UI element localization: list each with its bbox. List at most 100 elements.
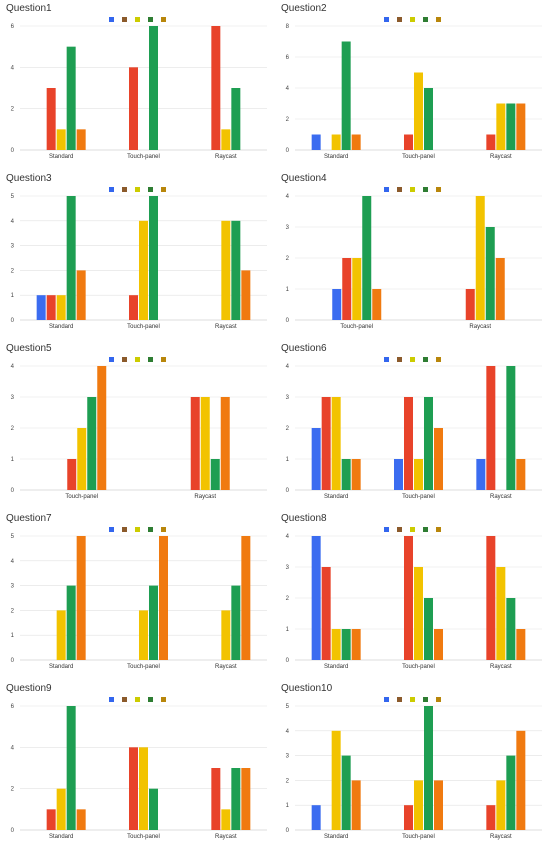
y-tick-label: 6 bbox=[11, 704, 15, 710]
bar-touch-panel-series-2 bbox=[129, 747, 138, 830]
bar-touch-panel-series-3 bbox=[414, 780, 423, 830]
x-category-label: Raycast bbox=[215, 154, 237, 160]
bar-standard-series-1 bbox=[311, 134, 321, 150]
legend-swatch-5 bbox=[436, 527, 441, 532]
legend-swatch-3 bbox=[410, 357, 415, 362]
x-category-label: Raycast bbox=[215, 324, 237, 330]
y-tick-label: 1 bbox=[286, 803, 290, 809]
y-tick-label: 3 bbox=[286, 754, 290, 760]
bar-touch-panel-series-4 bbox=[424, 88, 433, 150]
bar-raycast-series-2 bbox=[486, 366, 496, 490]
bar-touch-panel-series-3 bbox=[414, 567, 423, 660]
y-tick-label: 4 bbox=[286, 86, 290, 92]
x-category-label: Standard bbox=[49, 324, 73, 330]
bar-standard-series-4 bbox=[66, 196, 76, 320]
chart-panel-10: Question10 0 1 2 3 4 5 Standard Touch-panel Rayca… bbox=[275, 680, 550, 850]
legend-swatch-1 bbox=[109, 527, 114, 532]
bar-standard-series-3 bbox=[56, 788, 66, 830]
bar-touch-panel-series-4 bbox=[424, 598, 433, 660]
bar-standard-series-2 bbox=[321, 567, 331, 660]
legend-swatch-1 bbox=[109, 357, 114, 362]
chart-title: Question2 bbox=[281, 3, 327, 14]
bar-touch-panel-series-4 bbox=[424, 706, 433, 830]
bar-standard-series-4 bbox=[341, 629, 351, 660]
legend-swatch-2 bbox=[122, 697, 127, 702]
bar-raycast-series-2 bbox=[190, 397, 200, 490]
chart-title: Question8 bbox=[281, 513, 327, 524]
bar-raycast-series-5 bbox=[495, 258, 505, 320]
x-category-label: Touch-panel bbox=[340, 324, 373, 330]
bar-standard-series-5 bbox=[76, 809, 86, 830]
chart-title: Question1 bbox=[6, 3, 52, 14]
y-tick-label: 0 bbox=[11, 488, 15, 494]
legend-swatch-1 bbox=[384, 17, 389, 22]
y-tick-label: 0 bbox=[286, 828, 290, 834]
y-tick-label: 2 bbox=[286, 256, 290, 262]
chart-panel-3: Question3 0 1 2 3 4 5 Standard Touch-panel Raycas… bbox=[0, 170, 275, 340]
x-category-label: Raycast bbox=[490, 154, 512, 160]
bar-touch-panel-series-5 bbox=[97, 366, 107, 490]
legend-swatch-2 bbox=[397, 187, 402, 192]
bar-standard-series-4 bbox=[66, 706, 76, 830]
bar-standard-series-3 bbox=[331, 629, 341, 660]
legend-swatch-4 bbox=[423, 187, 428, 192]
legend-swatch-3 bbox=[410, 187, 415, 192]
y-tick-label: 3 bbox=[11, 584, 15, 590]
bar-standard-series-2 bbox=[321, 397, 331, 490]
legend-swatch-2 bbox=[397, 17, 402, 22]
legend-swatch-2 bbox=[397, 357, 402, 362]
legend-swatch-2 bbox=[397, 527, 402, 532]
y-tick-label: 5 bbox=[11, 534, 15, 540]
legend-swatch-4 bbox=[423, 527, 428, 532]
bar-standard-series-4 bbox=[341, 459, 351, 490]
bar-touch-panel-series-5 bbox=[434, 629, 443, 660]
bar-raycast-series-4 bbox=[210, 459, 220, 490]
bar-standard-series-3 bbox=[331, 134, 341, 150]
bar-touch-panel-series-3 bbox=[139, 747, 148, 830]
y-tick-label: 0 bbox=[11, 148, 15, 154]
chart-panel-8: Question8 0 1 2 3 4 Standard Touch-panel Raycast bbox=[275, 510, 550, 680]
bar-standard-series-2 bbox=[46, 809, 56, 830]
legend-swatch-1 bbox=[109, 697, 114, 702]
bar-standard-series-2 bbox=[46, 295, 56, 320]
bar-raycast-series-3 bbox=[221, 610, 231, 660]
bar-raycast-series-3 bbox=[496, 103, 506, 150]
x-category-label: Raycast bbox=[469, 324, 491, 330]
bar-raycast-series-3 bbox=[221, 809, 231, 830]
bar-raycast-series-4 bbox=[506, 755, 516, 830]
legend-swatch-5 bbox=[161, 357, 166, 362]
y-tick-label: 0 bbox=[11, 318, 15, 324]
y-tick-label: 1 bbox=[11, 457, 15, 463]
legend-swatch-1 bbox=[384, 697, 389, 702]
bar-touch-panel-series-4 bbox=[149, 26, 158, 150]
legend-swatch-3 bbox=[410, 527, 415, 532]
y-tick-label: 0 bbox=[286, 658, 290, 664]
x-category-label: Touch-panel bbox=[65, 494, 98, 500]
x-category-label: Touch-panel bbox=[127, 324, 160, 330]
bar-raycast-series-4 bbox=[506, 598, 516, 660]
bar-raycast-series-5 bbox=[220, 397, 230, 490]
y-tick-label: 2 bbox=[11, 608, 15, 614]
legend-swatch-3 bbox=[135, 697, 140, 702]
bar-raycast-series-2 bbox=[486, 536, 496, 660]
bar-touch-panel-series-5 bbox=[159, 536, 168, 660]
y-tick-label: 2 bbox=[286, 426, 290, 432]
y-tick-label: 2 bbox=[11, 107, 15, 113]
bar-raycast-series-1 bbox=[476, 459, 486, 490]
y-tick-label: 3 bbox=[286, 395, 290, 401]
bar-touch-panel-series-5 bbox=[434, 780, 443, 830]
bar-raycast-series-4 bbox=[506, 366, 516, 490]
y-tick-label: 2 bbox=[11, 787, 15, 793]
y-tick-label: 1 bbox=[11, 293, 15, 299]
bar-raycast-series-2 bbox=[211, 768, 221, 830]
bar-raycast-series-2 bbox=[211, 26, 221, 150]
bar-touch-panel-series-2 bbox=[129, 67, 138, 150]
bar-raycast-series-5 bbox=[241, 270, 251, 320]
bar-raycast-series-5 bbox=[516, 459, 526, 490]
y-tick-label: 4 bbox=[286, 194, 290, 200]
bar-raycast-series-2 bbox=[486, 134, 496, 150]
chart-svg: 0 2 4 6 Standard Touch-panel Raycast bbox=[11, 17, 267, 160]
bar-touch-panel-series-3 bbox=[77, 428, 87, 490]
x-category-label: Standard bbox=[324, 834, 348, 840]
bar-touch-panel-series-2 bbox=[404, 805, 413, 830]
